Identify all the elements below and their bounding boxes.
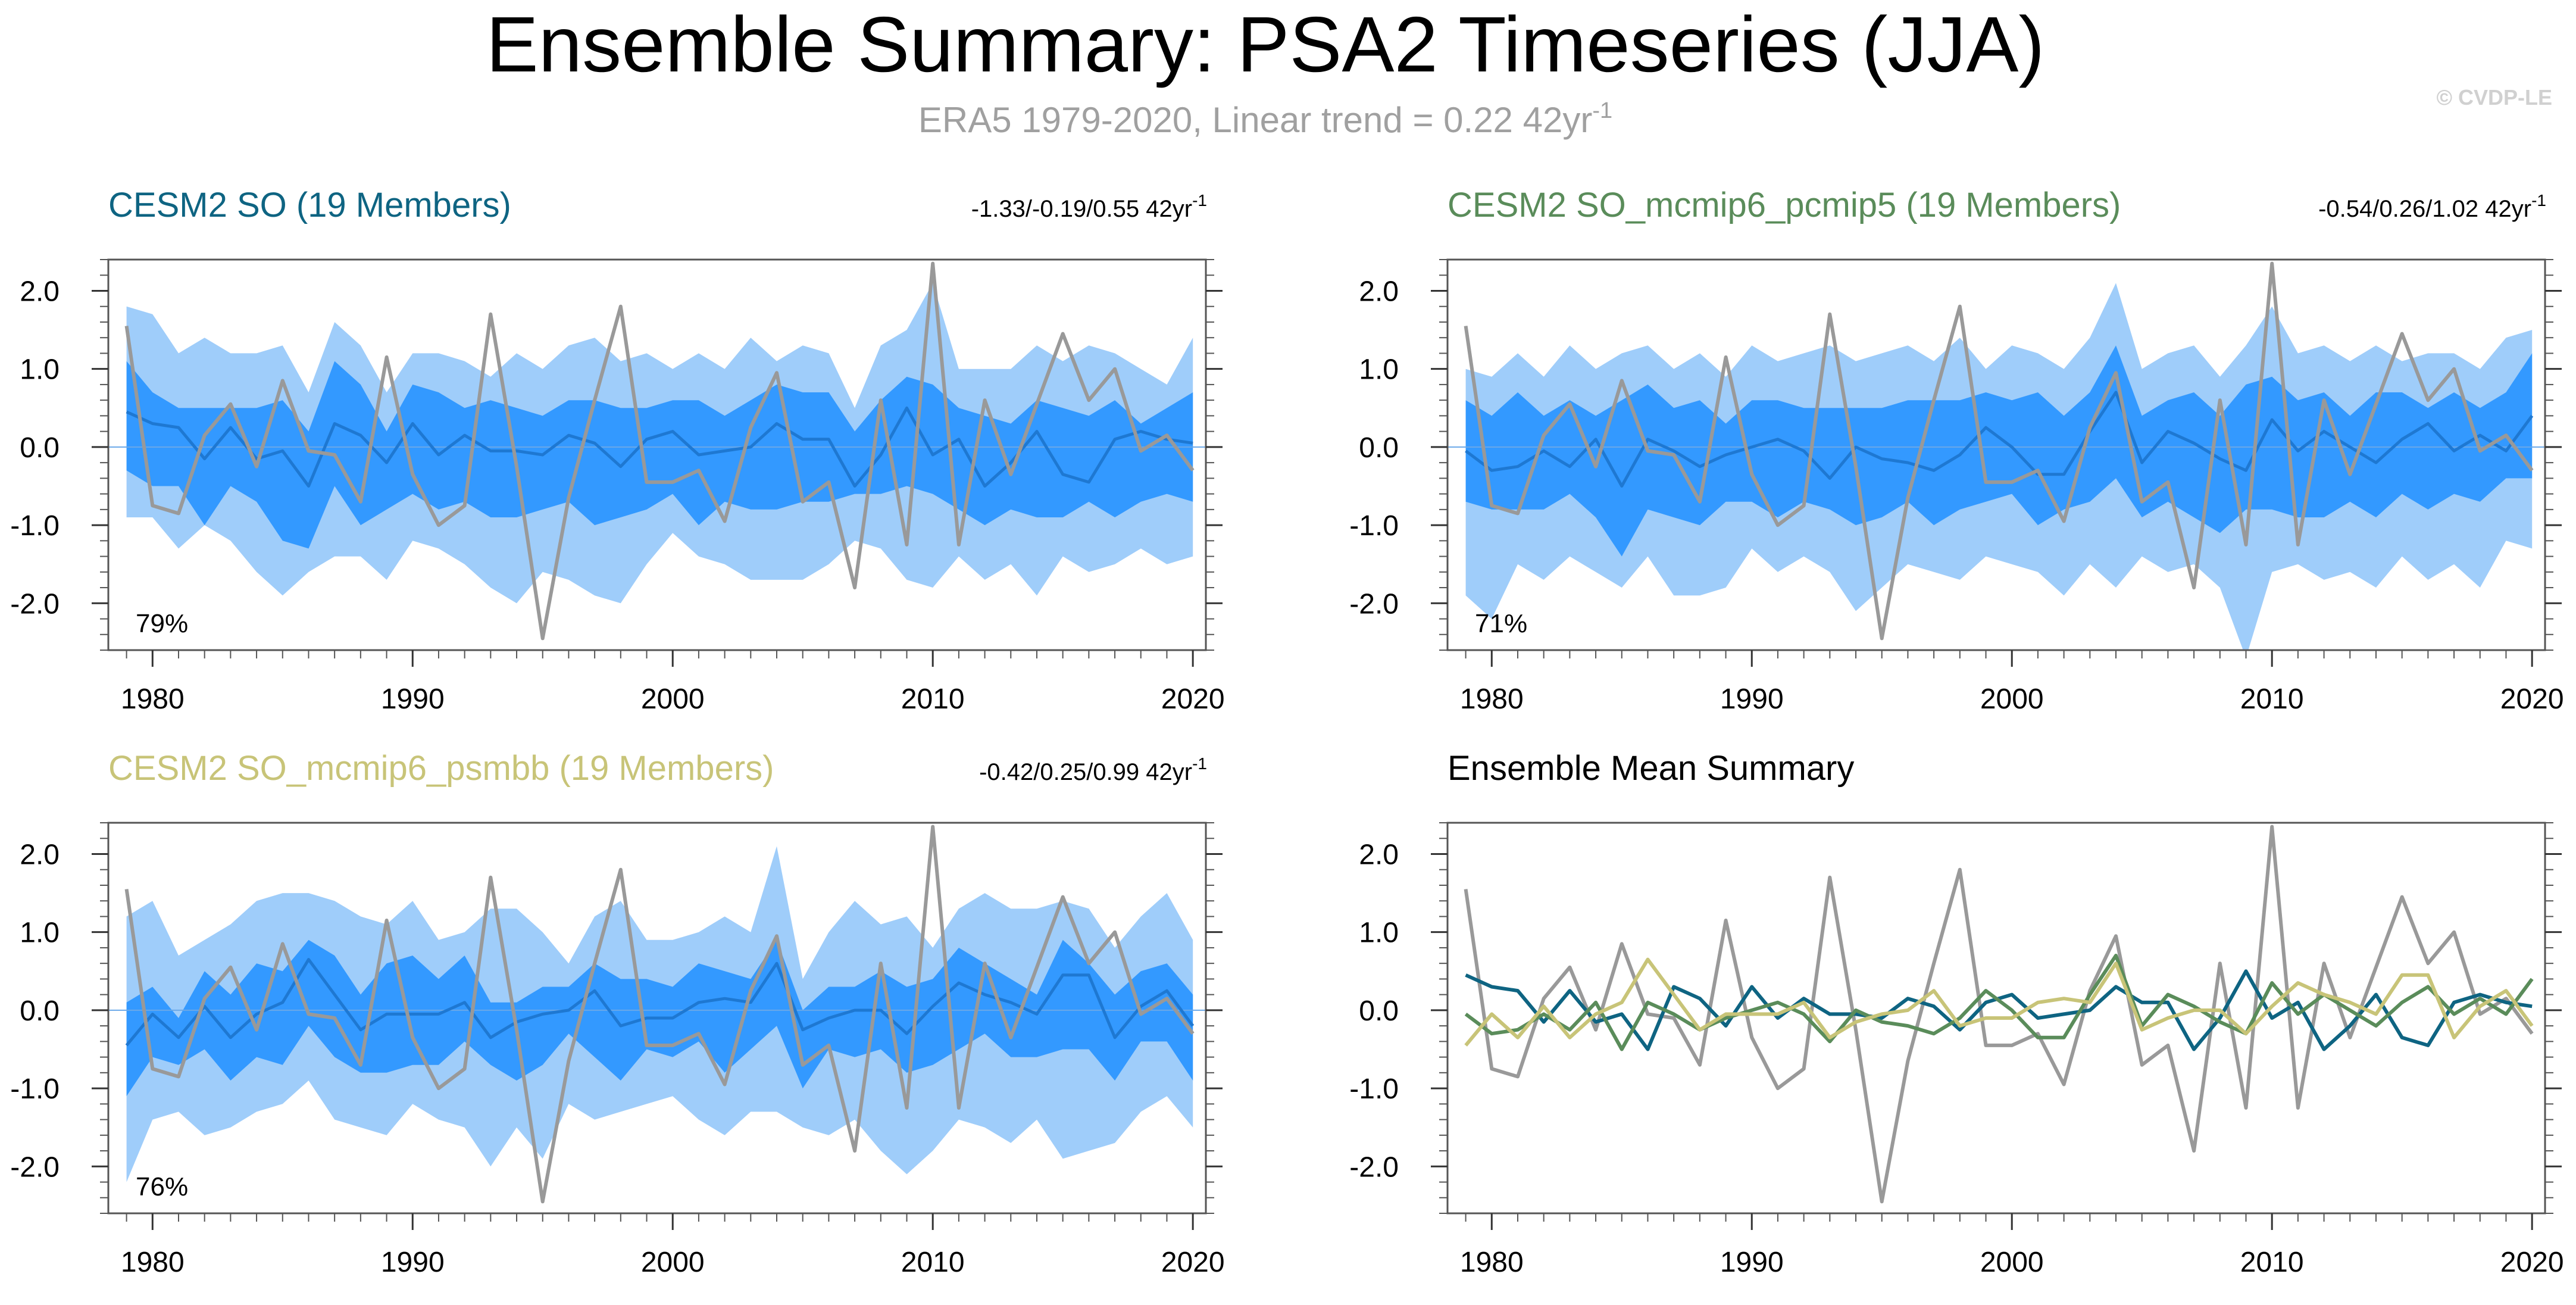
x-tick-label: 2020 xyxy=(2500,683,2564,715)
figure-subtitle: ERA5 1979-2020, Linear trend = 0.22 42yr… xyxy=(918,98,1612,140)
observed-line xyxy=(124,261,1195,641)
observed-line xyxy=(1464,261,2534,641)
y-tick-label: 1.0 xyxy=(20,917,60,949)
x-tick-label: 1980 xyxy=(1460,1247,1524,1278)
trend-range-superscript: -1 xyxy=(1192,191,1207,210)
trend-range-superscript: -1 xyxy=(1192,754,1207,773)
plot-area xyxy=(108,261,1206,641)
panel-4: -2.0 -1.0 0.0 1.0 2.0 1980 1990 2000 2010 2020 Ens… xyxy=(1349,749,2564,1278)
trend-range-text: -0.42/0.25/0.99 42yr-1 xyxy=(979,754,1207,785)
x-tick-label: 1990 xyxy=(1720,1247,1784,1278)
x-tick-label: 2000 xyxy=(1980,683,2044,715)
y-tick-label: 0.0 xyxy=(1359,995,1399,1027)
x-axis: 1980 1990 2000 2010 2020 xyxy=(121,1213,1225,1278)
trend-range-text: -0.54/0.26/1.02 42yr-1 xyxy=(2318,191,2546,222)
series-line-pcmip5 xyxy=(1464,954,2534,1051)
panel-title: CESM2 SO_mcmip6_pcmip5 (19 Members) xyxy=(1448,186,2121,224)
copyright-watermark: © CVDP-LE xyxy=(2436,85,2552,110)
trend-range-superscript: -1 xyxy=(2531,191,2546,210)
inner-spread-band xyxy=(126,361,1193,549)
y-tick-label: 0.0 xyxy=(20,432,60,464)
y-tick-label: 0.0 xyxy=(1359,432,1399,464)
x-axis: 1980 1990 2000 2010 2020 xyxy=(121,650,1225,715)
plot-frame xyxy=(1446,822,2546,1215)
x-tick-label: 1990 xyxy=(381,683,445,715)
x-tick-label: 1990 xyxy=(1720,683,1784,715)
x-tick-label: 2000 xyxy=(641,683,705,715)
y-tick-label: -2.0 xyxy=(10,1151,60,1183)
y-tick-label: 0.0 xyxy=(20,995,60,1027)
trend-range-text: -1.33/-0.19/0.55 42yr-1 xyxy=(971,191,1207,222)
y-tick-label: 2.0 xyxy=(20,839,60,870)
percent-within-range: 71% xyxy=(1475,609,1527,638)
figure-title: Ensemble Summary: PSA2 Timeseries (JJA) xyxy=(486,1,2045,88)
x-tick-label: 1990 xyxy=(381,1247,445,1278)
x-tick-label: 1980 xyxy=(121,1247,185,1278)
x-tick-label: 2020 xyxy=(1161,1247,1225,1278)
y-axis: -2.0 -1.0 0.0 1.0 2.0 xyxy=(1349,259,2562,651)
x-axis: 1980 1990 2000 2010 2020 xyxy=(1460,1213,2564,1278)
plot-frame xyxy=(1446,258,2546,651)
series-line-psmbb xyxy=(1464,957,2534,1047)
x-tick-label: 2010 xyxy=(2240,683,2304,715)
y-tick-label: 2.0 xyxy=(20,276,60,307)
trend-range-main: -0.42/0.25/0.99 42yr xyxy=(979,759,1192,785)
y-axis: -2.0 -1.0 0.0 1.0 2.0 xyxy=(10,822,1223,1214)
ensemble-mean-line xyxy=(1465,391,2534,488)
plot-frame xyxy=(107,258,1207,651)
x-axis: 1980 1990 2000 2010 2020 xyxy=(1460,650,2564,715)
subtitle-main: ERA5 1979-2020, Linear trend = 0.22 42yr xyxy=(918,100,1592,140)
y-tick-label: -2.0 xyxy=(1349,1151,1399,1183)
x-tick-label: 1980 xyxy=(1460,683,1524,715)
ensemble-mean-line xyxy=(125,958,1195,1047)
y-tick-label: 1.0 xyxy=(1359,917,1399,949)
percent-within-range: 76% xyxy=(136,1172,188,1201)
series-line-obs xyxy=(1464,825,2534,1204)
trend-range-main: -0.54/0.26/1.02 42yr xyxy=(2318,196,2531,222)
y-tick-label: -2.0 xyxy=(1349,588,1399,620)
x-tick-label: 2010 xyxy=(2240,1247,2304,1278)
subtitle-superscript: -1 xyxy=(1592,98,1612,123)
y-axis: -2.0 -1.0 0.0 1.0 2.0 xyxy=(10,259,1223,651)
x-tick-label: 2010 xyxy=(901,1247,965,1278)
plot-area xyxy=(1464,825,2534,1204)
x-tick-label: 2020 xyxy=(2500,1247,2564,1278)
y-tick-label: -1.0 xyxy=(1349,510,1399,542)
panel-title: CESM2 SO (19 Members) xyxy=(108,186,511,224)
panel-title: Ensemble Mean Summary xyxy=(1448,749,1854,788)
y-tick-label: 1.0 xyxy=(20,354,60,386)
panel-2: -2.0 -1.0 0.0 1.0 2.0 1980 1990 2000 2010 2020 CES… xyxy=(1349,186,2564,715)
x-tick-label: 2000 xyxy=(641,1247,705,1278)
panel-3: -2.0 -1.0 0.0 1.0 2.0 1980 1990 2000 2010 2020 CES… xyxy=(10,749,1224,1278)
x-tick-label: 1980 xyxy=(121,683,185,715)
y-tick-label: -1.0 xyxy=(1349,1073,1399,1105)
y-tick-label: -1.0 xyxy=(10,1073,60,1105)
x-tick-label: 2010 xyxy=(901,683,965,715)
y-axis: -2.0 -1.0 0.0 1.0 2.0 xyxy=(1349,822,2562,1214)
panels-container: -2.0 -1.0 0.0 1.0 2.0 1980 1990 2000 2010 2020 CES… xyxy=(10,186,2564,1278)
x-tick-label: 2020 xyxy=(1161,683,1225,715)
y-tick-label: -2.0 xyxy=(10,588,60,620)
observed-line xyxy=(124,825,1195,1204)
plot-area xyxy=(108,825,1206,1204)
y-tick-label: 2.0 xyxy=(1359,276,1399,307)
panel-title: CESM2 SO_mcmip6_psmbb (19 Members) xyxy=(108,749,774,788)
panel-1: -2.0 -1.0 0.0 1.0 2.0 1980 1990 2000 2010 2020 CES… xyxy=(10,186,1224,715)
trend-range-main: -1.33/-0.19/0.55 42yr xyxy=(971,196,1192,222)
plot-frame xyxy=(107,822,1207,1215)
x-tick-label: 2000 xyxy=(1980,1247,2044,1278)
y-tick-label: -1.0 xyxy=(10,510,60,542)
ensemble-mean-line xyxy=(126,406,1193,488)
percent-within-range: 79% xyxy=(136,609,188,638)
inner-spread-band xyxy=(1465,345,2533,557)
plot-area xyxy=(1448,261,2545,650)
y-tick-label: 1.0 xyxy=(1359,354,1399,386)
y-tick-label: 2.0 xyxy=(1359,839,1399,870)
